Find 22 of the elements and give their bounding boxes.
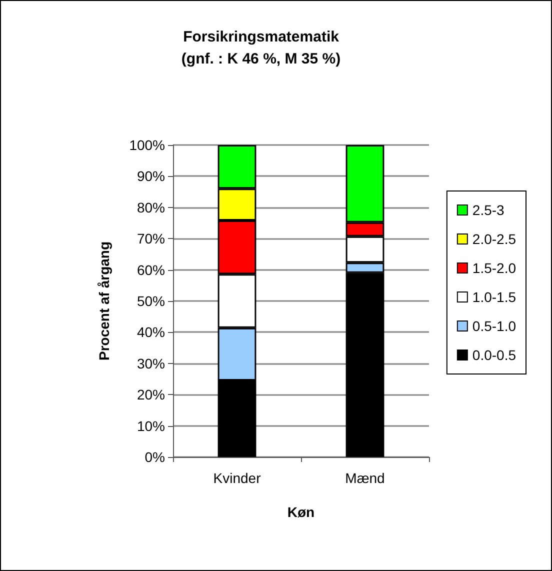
y-tick-label: 100% [129, 137, 165, 153]
legend-label: 0.0-0.5 [472, 347, 516, 363]
y-tick-label: 60% [136, 262, 165, 278]
x-tick-label: Mænd [345, 470, 385, 486]
legend-label: 1.5-2.0 [472, 260, 516, 276]
y-tick-label: 80% [136, 199, 165, 216]
legend-label: 2.0-2.5 [472, 231, 516, 247]
y-tick-label: 30% [136, 355, 165, 372]
y-tick-label: 0% [144, 449, 165, 465]
y-axis-title: Procent af årgang [96, 241, 112, 361]
chart-title: Forsikringsmatematik (gnf. : K 46 %, M 35 %) [181, 28, 341, 68]
legend-label: 1.0-1.5 [472, 289, 516, 305]
legend-label: 2.5-3 [472, 202, 505, 218]
y-tick-label: 90% [136, 168, 165, 184]
y-tick-label: 70% [136, 230, 165, 247]
y-tick-label: 20% [136, 386, 165, 403]
y-tick-label: 10% [136, 418, 165, 434]
y-tick-label: 40% [136, 324, 165, 340]
legend-label: 0.5-1.0 [472, 318, 516, 334]
x-tick-label: Kvinder [213, 470, 262, 486]
y-tick-label: 50% [136, 293, 165, 309]
x-axis-title: Køn [287, 504, 315, 520]
